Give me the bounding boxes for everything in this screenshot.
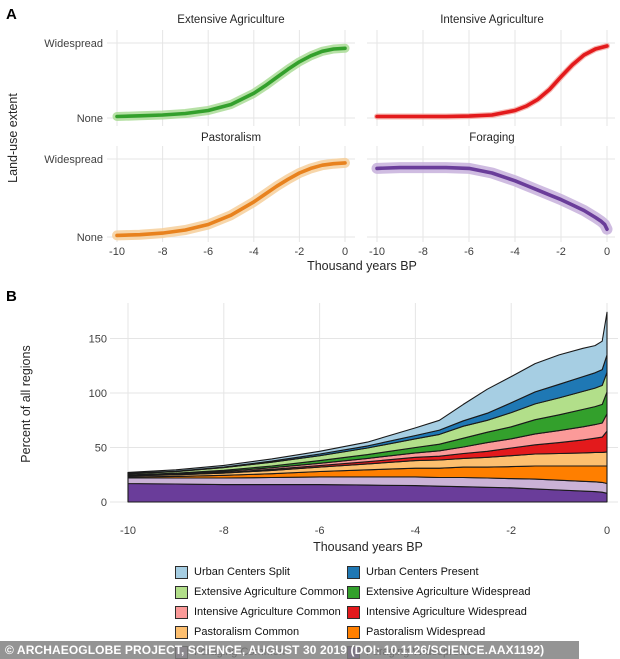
panel-a-label: A [6, 6, 17, 23]
x-tick-label: -10 [109, 246, 125, 258]
urban-centers-present-swatch-icon [347, 565, 360, 579]
intensive-agriculture-widespread-swatch-icon [347, 605, 360, 619]
panel-a-x-axis-title: Thousand years BP [307, 259, 417, 273]
legend-item-extensive-agriculture-widespread: Extensive Agriculture Widespread [347, 582, 530, 602]
legend-label: Extensive Agriculture Widespread [366, 586, 531, 598]
intensive-agriculture-subplot: Intensive Agriculture [367, 14, 615, 126]
x-tick-label: -6 [315, 525, 325, 537]
y-tick-label-none: None [77, 113, 103, 125]
y-tick-label: 0 [101, 497, 107, 509]
intensive-agriculture-common-swatch-icon [175, 605, 188, 619]
legend-label: Pastoralism Widespread [366, 626, 486, 638]
x-tick-label: 0 [604, 525, 610, 537]
legend-label: Extensive Agriculture Common [194, 586, 345, 598]
foraging-curve [375, 165, 609, 231]
panel-a-y-axis-title: Land-use extent [6, 93, 20, 183]
x-tick-label: -8 [418, 246, 428, 258]
intensive-agriculture-widespread-area [127, 430, 608, 477]
x-tick-label: -8 [158, 246, 168, 258]
panel-b-y-axis-title: Percent of all regions [19, 345, 33, 462]
y-tick-label-widespread: Widespread [44, 154, 103, 166]
x-tick-label: -10 [120, 525, 136, 537]
pastoralism-curve [115, 161, 347, 238]
y-tick-label: 150 [89, 334, 107, 346]
x-tick-label: -4 [249, 246, 259, 258]
urban-centers-split-swatch-icon [175, 565, 188, 579]
pastoralism-common-area [127, 451, 608, 478]
intensive-agriculture-common-area [127, 413, 608, 477]
extensive-agriculture-subplot: Extensive Agriculture [107, 14, 355, 126]
x-tick-label: -8 [219, 525, 229, 537]
extensive-agriculture-common-area [127, 371, 608, 476]
legend-label: Pastoralism Common [194, 626, 300, 638]
panel-b-x-axis-title: Thousand years BP [313, 540, 423, 554]
pastoralism-common-swatch-icon [175, 625, 188, 639]
x-tick-label: -2 [506, 525, 516, 537]
foraging-widespread-area [127, 482, 608, 503]
x-tick-label: -6 [203, 246, 213, 258]
x-tick-label: 0 [604, 246, 610, 258]
x-tick-label: -6 [464, 246, 474, 258]
foraging-subplot: Foraging -10 -8 -6 -4 -2 0 [367, 132, 615, 258]
extensive-agriculture-widespread-swatch-icon [347, 585, 360, 599]
urban-centers-present-area [127, 354, 608, 475]
legend-item-urban-centers-present: Urban Centers Present [347, 562, 530, 582]
legend-label: Intensive Agriculture Common [194, 606, 341, 618]
foraging-title: Foraging [469, 132, 514, 144]
foraging-common-area [127, 476, 608, 494]
x-tick-label: 0 [342, 246, 348, 258]
legend-item-intensive-agriculture-widespread: Intensive Agriculture Widespread [347, 602, 530, 622]
x-tick-label: -4 [510, 246, 520, 258]
panel-a-line-charts: Extensive Agriculture Intensive Agricultu… [6, 14, 615, 273]
y-tick-label-none: None [77, 232, 103, 244]
extensive-agriculture-common-swatch-icon [175, 585, 188, 599]
pastoralism-widespread-swatch-icon [347, 625, 360, 639]
watermark-bar: © ARCHAEOGLOBE PROJECT, SCIENCE, AUGUST … [0, 641, 579, 659]
x-tick-label: -4 [411, 525, 421, 537]
x-tick-label: -2 [556, 246, 566, 258]
legend-item-pastoralism-widespread: Pastoralism Widespread [347, 622, 530, 642]
y-tick-label: 50 [95, 443, 107, 455]
x-tick-label: -10 [369, 246, 385, 258]
pastoralism-title: Pastoralism [201, 132, 261, 144]
panel-b-label: B [6, 288, 17, 305]
foraging-confidence-band [371, 162, 613, 235]
intensive-agriculture-curve [375, 44, 609, 119]
pastoralism-widespread-area [127, 465, 608, 485]
legend-item-pastoralism-common: Pastoralism Common [175, 622, 347, 642]
pastoralism-subplot: Pastoralism -10 -8 -6 -4 -2 0 [107, 132, 355, 258]
urban-centers-split-area [127, 311, 608, 474]
intensive-agriculture-title: Intensive Agriculture [440, 14, 544, 26]
y-tick-label-widespread: Widespread [44, 38, 103, 50]
extensive-agriculture-widespread-area [127, 391, 608, 476]
legend-item-urban-centers-split: Urban Centers Split [175, 562, 347, 582]
extensive-agriculture-curve [115, 46, 347, 119]
extensive-agriculture-title: Extensive Agriculture [177, 14, 284, 26]
legend-item-extensive-agriculture-common: Extensive Agriculture Common [175, 582, 347, 602]
y-tick-label: 100 [89, 388, 107, 400]
legend-item-intensive-agriculture-common: Intensive Agriculture Common [175, 602, 347, 622]
pastoralism-confidence-band [112, 157, 350, 241]
legend-label: Intensive Agriculture Widespread [366, 606, 527, 618]
x-tick-label: -2 [295, 246, 305, 258]
legend-label: Urban Centers Present [366, 566, 479, 578]
legend-label: Urban Centers Split [194, 566, 290, 578]
intensive-agriculture-confidence-band [374, 43, 610, 120]
